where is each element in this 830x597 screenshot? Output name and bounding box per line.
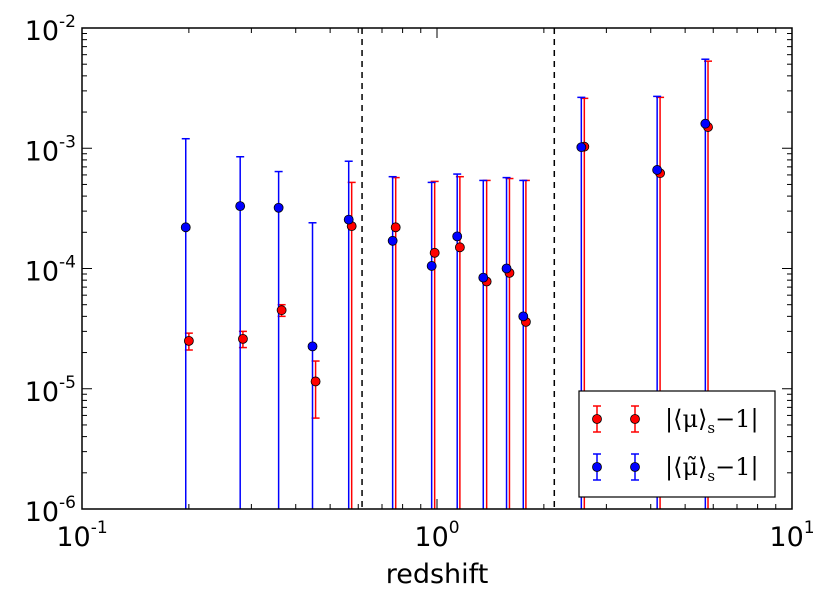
legend-box (578, 390, 776, 498)
x-tick-label: 101 (769, 518, 814, 553)
x-axis-label: redshift (386, 559, 489, 590)
marker-s0-p0 (183, 335, 194, 346)
errorbar-s1-p9 (502, 176, 511, 509)
marker-s1-p10 (518, 311, 529, 322)
data-markers (180, 118, 713, 387)
marker-s1-p4 (343, 214, 354, 225)
x-tick-label: 100 (414, 518, 459, 553)
marker-s1-p2 (273, 202, 284, 213)
errorbar-s1-p6 (427, 181, 436, 509)
marker-s1-p13 (700, 118, 711, 129)
errorbar-s1-p8 (479, 179, 488, 509)
marker-s1-p9 (501, 263, 512, 274)
axis-ticks (81, 28, 792, 510)
y-tick-label: 10-5 (25, 373, 76, 408)
marker-s0-p5 (390, 222, 401, 233)
marker-s1-p8 (478, 272, 489, 283)
marker-s1-p12 (652, 165, 663, 175)
marker-s1-p0 (180, 222, 191, 233)
legend-entry-1: |⟨μ̃⟩s−1| (592, 453, 759, 485)
marker-s1-p1 (235, 201, 246, 212)
marker-s1-p3 (307, 341, 318, 352)
marker-s0-p6 (429, 247, 440, 258)
errorbar-s1-p3 (308, 222, 317, 509)
y-tick-label: 10-2 (25, 12, 76, 47)
marker-s1-p5 (387, 235, 398, 246)
marker-s0-p7 (454, 242, 465, 253)
y-tick-labels: 10-6 10-5 10-4 10-3 10-2 (25, 12, 76, 528)
errorbar-s1-p5 (388, 175, 397, 509)
errorbar-s1-p7 (453, 173, 462, 509)
y-tick-label: 10-4 (25, 253, 76, 288)
marker-s1-p7 (452, 231, 463, 242)
legend-label-0: |⟨μ⟩s−1| (665, 405, 759, 437)
marker-s1-p6 (426, 261, 437, 271)
y-tick-label: 10-6 (25, 493, 76, 528)
errorbar-s0-p6 (430, 180, 439, 509)
legend-label-1: |⟨μ̃⟩s−1| (665, 453, 759, 485)
x-tick-label: 10-1 (56, 518, 107, 553)
errorbar-s1-p2 (274, 170, 283, 509)
y-tick-label: 10-3 (25, 132, 76, 167)
marker-s0-p2 (276, 305, 287, 316)
marker-s1-p11 (576, 142, 587, 153)
marker-s0-p3 (310, 376, 321, 387)
errorbar-s1-p10 (519, 179, 528, 509)
legend-entry-0: |⟨μ⟩s−1| (592, 405, 759, 437)
legend: |⟨μ⟩s−1| |⟨μ̃⟩s−1| (578, 390, 776, 498)
marker-s0-p1 (238, 333, 248, 344)
errorbar-s1-p0 (181, 137, 190, 509)
vertical-reference-lines (361, 28, 556, 509)
x-tick-labels: 10-1 100 101 (56, 518, 814, 553)
errorbar-s1-p1 (236, 155, 245, 509)
